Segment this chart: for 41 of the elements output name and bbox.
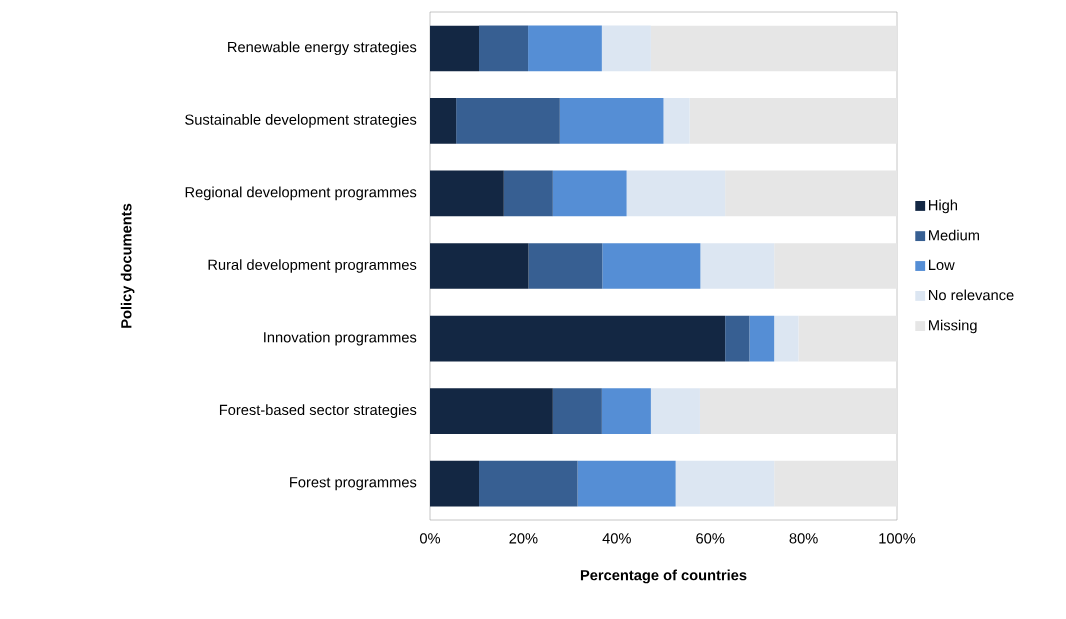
y-axis-title: Policy documents <box>120 203 135 328</box>
bar <box>430 388 553 435</box>
legend-label: Missing <box>929 319 977 334</box>
bar <box>430 315 726 362</box>
x-tick-label: 20% <box>509 533 538 544</box>
bar <box>479 460 578 507</box>
y-tick-label: Renewable energy strategies <box>228 41 417 56</box>
legend-label: Medium <box>929 229 979 241</box>
x-tick-label: 100% <box>879 533 916 544</box>
bar <box>430 460 480 507</box>
x-tick-label: 0% <box>419 533 441 544</box>
y-tick-label: Forest-based sector strategies <box>219 404 417 418</box>
x-tick-label: 60% <box>696 533 725 544</box>
x-tick-label: 80% <box>789 533 818 544</box>
legend-label: Low <box>929 259 955 271</box>
bar <box>430 243 529 289</box>
bar <box>503 170 553 217</box>
bar <box>528 243 603 289</box>
bar <box>552 170 627 217</box>
y-tick-label: Innovation programmes <box>264 331 417 346</box>
bar <box>552 388 602 435</box>
y-tick-label: Rural development programmes <box>208 259 417 273</box>
bar <box>479 25 529 72</box>
bar <box>749 315 775 362</box>
bar <box>602 243 701 289</box>
bar <box>430 170 504 217</box>
bar <box>456 98 560 144</box>
y-tick-label: Sustainable development strategies <box>185 114 417 128</box>
bar <box>559 98 664 144</box>
bar <box>725 315 750 362</box>
bar <box>601 388 651 435</box>
bar <box>528 25 602 72</box>
y-tick-label: Forest programmes <box>290 477 417 491</box>
bar <box>430 25 480 72</box>
bar <box>577 460 676 507</box>
bar <box>430 98 457 144</box>
legend-label: High <box>929 199 957 214</box>
legend-label: No relevance <box>929 289 1014 301</box>
x-axis-title: Percentage of countries <box>580 569 747 584</box>
x-tick-label: 40% <box>602 533 631 544</box>
y-tick-label: Regional development programmes <box>185 186 417 201</box>
